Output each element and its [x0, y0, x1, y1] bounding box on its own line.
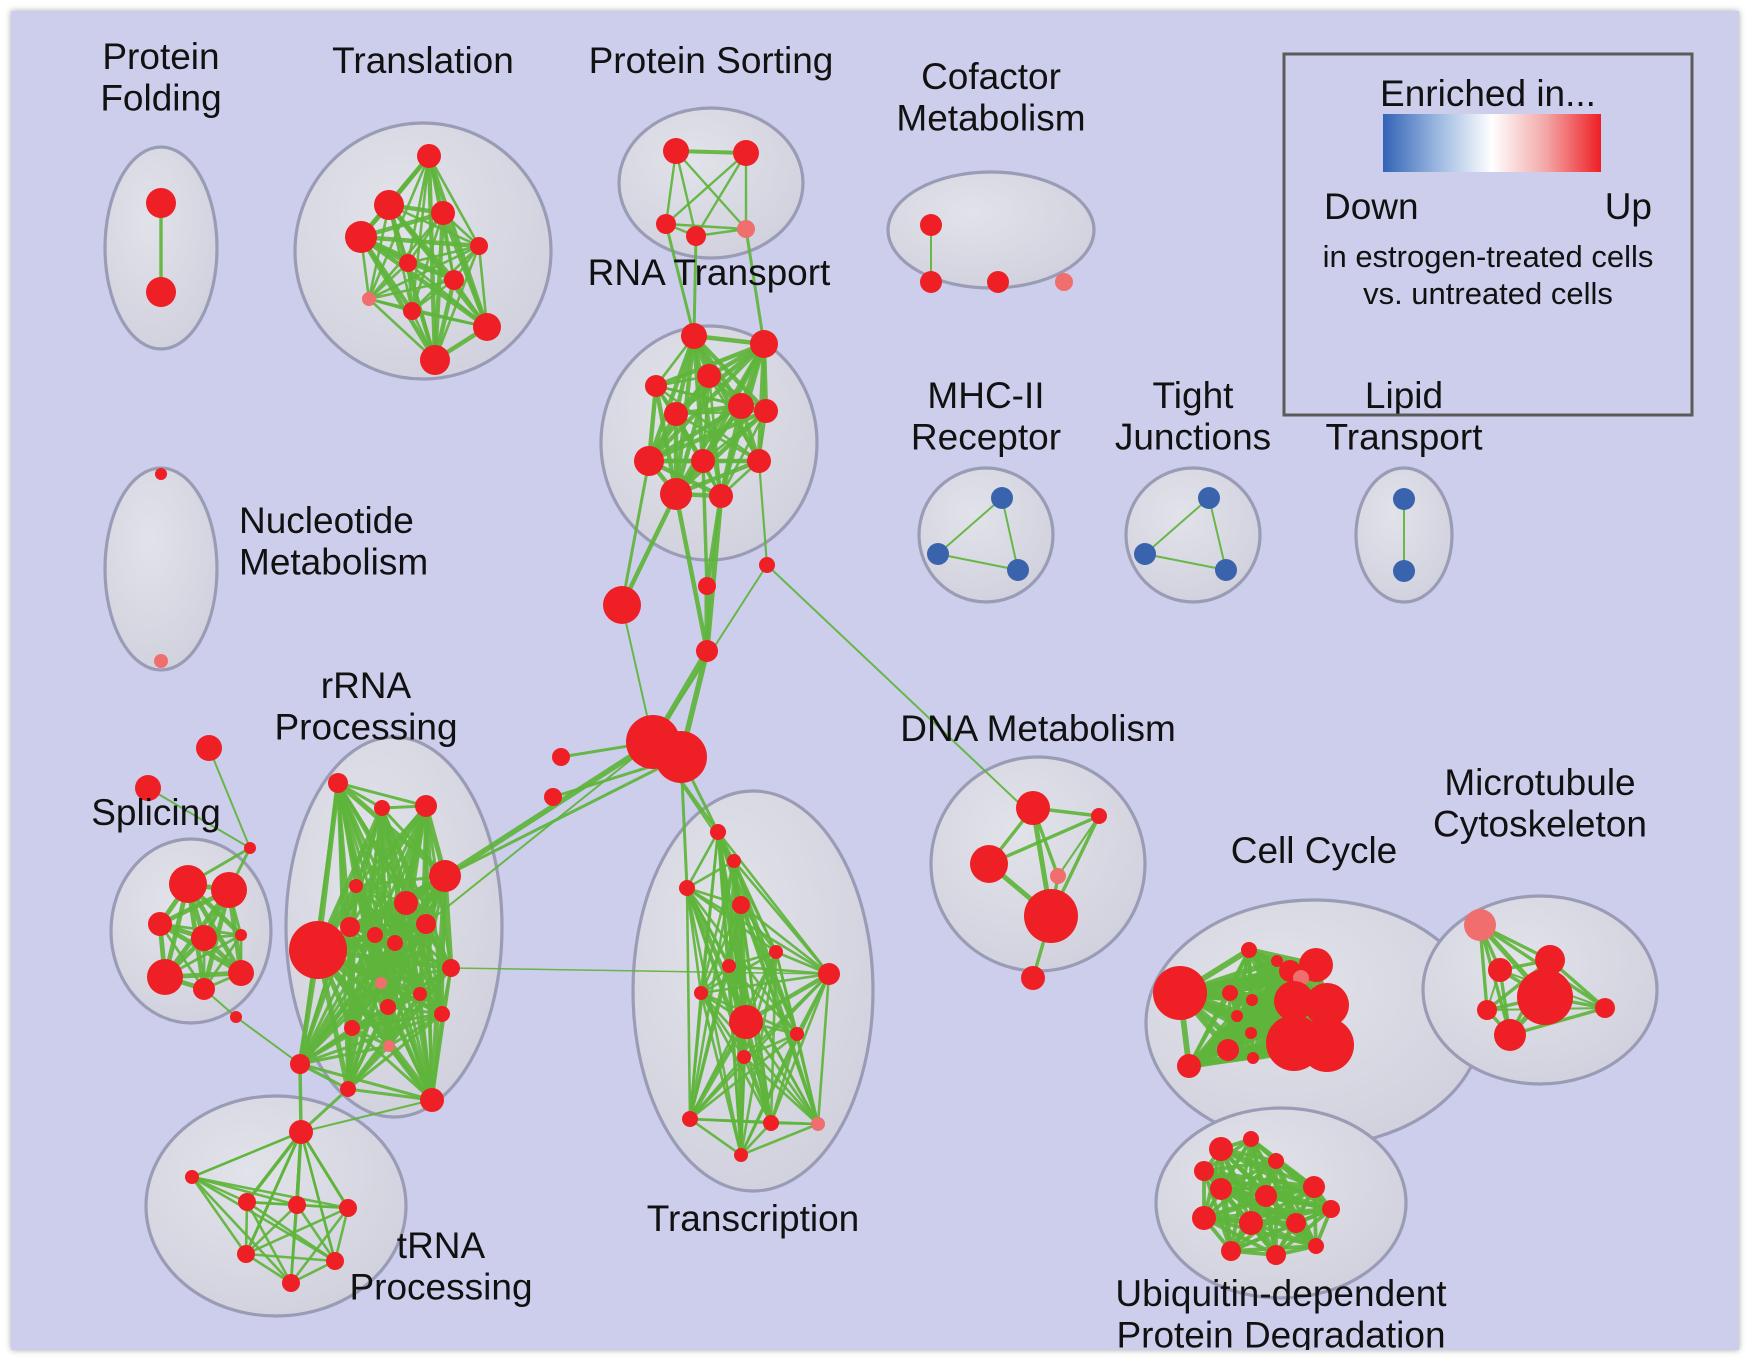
svg-text:Protein Sorting: Protein Sorting — [589, 40, 834, 81]
svg-text:Nucleotide: Nucleotide — [239, 500, 414, 541]
svg-text:DNA Metabolism: DNA Metabolism — [900, 708, 1176, 749]
svg-text:Down: Down — [1324, 186, 1419, 227]
svg-text:Processing: Processing — [349, 1266, 532, 1307]
svg-text:Protein: Protein — [102, 36, 219, 77]
svg-text:Processing: Processing — [274, 706, 457, 747]
svg-text:Folding: Folding — [100, 77, 221, 118]
svg-text:Protein Degradation: Protein Degradation — [1116, 1314, 1445, 1350]
svg-text:vs. untreated cells: vs. untreated cells — [1363, 276, 1613, 311]
svg-text:RNA Transport: RNA Transport — [588, 252, 831, 293]
svg-text:Up: Up — [1605, 186, 1652, 227]
svg-text:Microtubule: Microtubule — [1444, 762, 1635, 803]
svg-text:Tight: Tight — [1153, 375, 1235, 416]
svg-text:Junctions: Junctions — [1115, 416, 1271, 457]
svg-text:Metabolism: Metabolism — [239, 541, 428, 582]
svg-text:rRNA: rRNA — [321, 665, 412, 706]
svg-text:Lipid: Lipid — [1365, 375, 1443, 416]
svg-text:Cofactor: Cofactor — [921, 56, 1061, 97]
svg-text:Ubiquitin-dependent: Ubiquitin-dependent — [1115, 1273, 1447, 1314]
svg-text:Receptor: Receptor — [911, 416, 1061, 457]
svg-text:MHC-II: MHC-II — [927, 375, 1044, 416]
svg-text:Cytoskeleton: Cytoskeleton — [1433, 803, 1647, 844]
svg-text:Transport: Transport — [1326, 416, 1484, 457]
svg-text:in estrogen-treated cells: in estrogen-treated cells — [1323, 239, 1654, 274]
svg-text:Cell Cycle: Cell Cycle — [1231, 830, 1398, 871]
svg-text:tRNA: tRNA — [397, 1225, 486, 1266]
svg-text:Transcription: Transcription — [647, 1198, 859, 1239]
svg-text:Translation: Translation — [332, 40, 514, 81]
svg-text:Splicing: Splicing — [91, 792, 221, 833]
svg-text:Enriched in...: Enriched in... — [1380, 73, 1596, 114]
svg-text:Metabolism: Metabolism — [896, 97, 1085, 138]
